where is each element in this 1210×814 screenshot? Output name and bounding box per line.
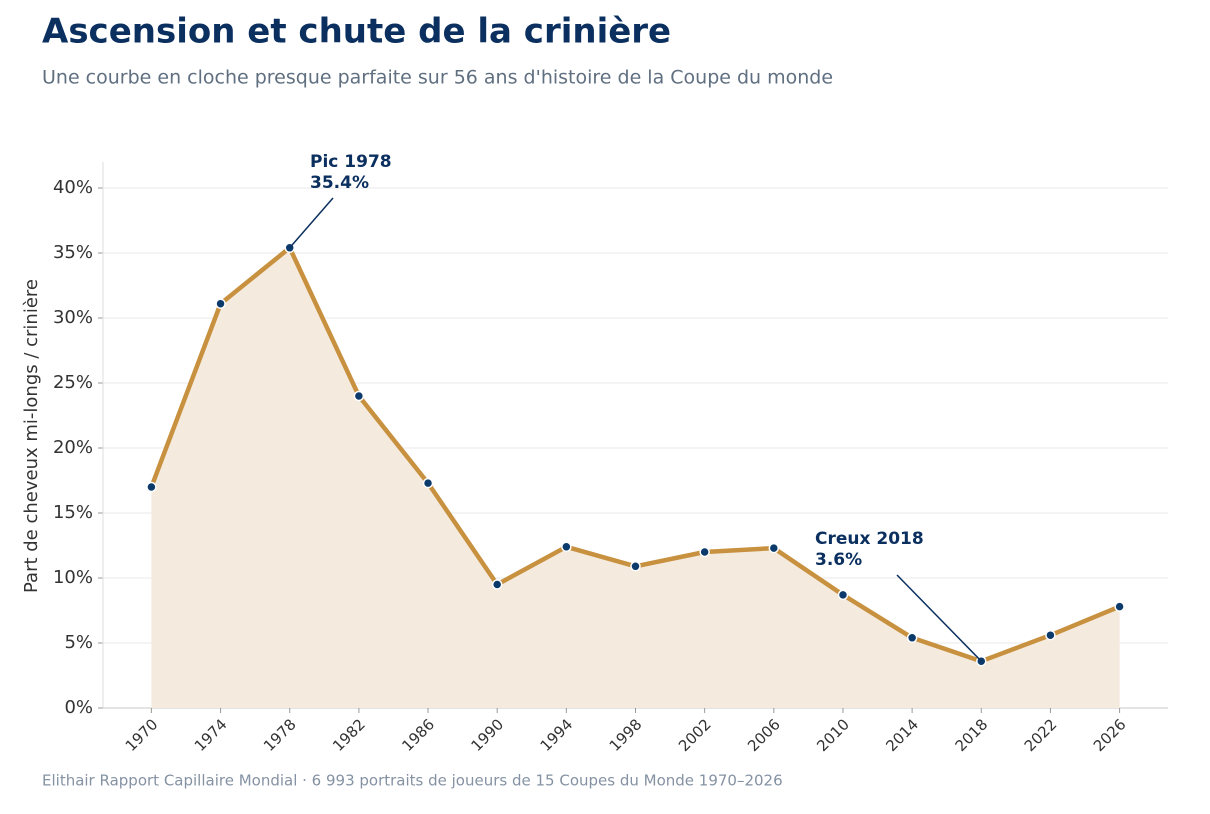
x-tick-label: 1998 bbox=[606, 715, 646, 755]
x-tick-label: 1990 bbox=[467, 715, 507, 755]
chart-title: Ascension et chute de la crinière bbox=[42, 12, 671, 52]
point bbox=[561, 541, 572, 553]
point bbox=[215, 298, 226, 309]
x-tick-label: 2018 bbox=[952, 715, 992, 755]
area bbox=[151, 247, 1120, 709]
annotation-text: 3.6% bbox=[815, 550, 862, 570]
annotation-text: Creux 2018 bbox=[815, 529, 924, 549]
point bbox=[353, 390, 365, 402]
point bbox=[1045, 629, 1056, 641]
y-tick-label: 35% bbox=[53, 242, 93, 263]
x-tick-label: 2014 bbox=[882, 715, 922, 755]
y-tick-label: 10% bbox=[53, 567, 93, 588]
x-tick-label: 2002 bbox=[675, 715, 715, 755]
annotation-text: Pic 1978 bbox=[310, 152, 392, 172]
chart-subtitle: Une courbe en cloche presque parfaite su… bbox=[42, 67, 833, 89]
y-tick-label: 30% bbox=[53, 307, 93, 328]
x-tick-label: 1986 bbox=[398, 715, 438, 755]
x-tick-label: 1978 bbox=[260, 715, 300, 755]
point bbox=[630, 561, 641, 572]
y-tick-label: 5% bbox=[64, 632, 93, 653]
point bbox=[491, 579, 503, 590]
y-tick-label: 15% bbox=[53, 502, 93, 523]
y-tick-label: 0% bbox=[64, 697, 93, 718]
x-tick-label: 1970 bbox=[122, 715, 162, 755]
annotation-text: 35.4% bbox=[310, 173, 369, 193]
x-tick-label: 2006 bbox=[744, 715, 784, 755]
y-tick-label: 25% bbox=[53, 372, 93, 393]
x-tick-label: 1994 bbox=[537, 715, 577, 755]
y-tick-label: 40% bbox=[53, 177, 93, 198]
point bbox=[146, 481, 157, 493]
annotation-arrow bbox=[896, 574, 982, 662]
point bbox=[422, 477, 434, 489]
x-tick-label: 1974 bbox=[191, 715, 231, 755]
point bbox=[1114, 601, 1125, 612]
y-tick-label: 20% bbox=[53, 437, 93, 458]
point bbox=[906, 632, 918, 644]
annotation-arrow bbox=[289, 197, 334, 249]
point bbox=[699, 546, 710, 558]
point bbox=[768, 542, 780, 554]
x-tick-label: 2010 bbox=[813, 715, 853, 755]
y-axis-label: Part de cheveux mi-longs / crinière bbox=[21, 279, 42, 593]
point bbox=[837, 589, 849, 601]
x-tick-label: 2022 bbox=[1021, 715, 1061, 755]
x-tick-label: 2026 bbox=[1090, 715, 1130, 755]
source-note: Elithair Rapport Capillaire Mondial · 6 … bbox=[42, 772, 783, 790]
x-tick-label: 1982 bbox=[329, 715, 369, 755]
